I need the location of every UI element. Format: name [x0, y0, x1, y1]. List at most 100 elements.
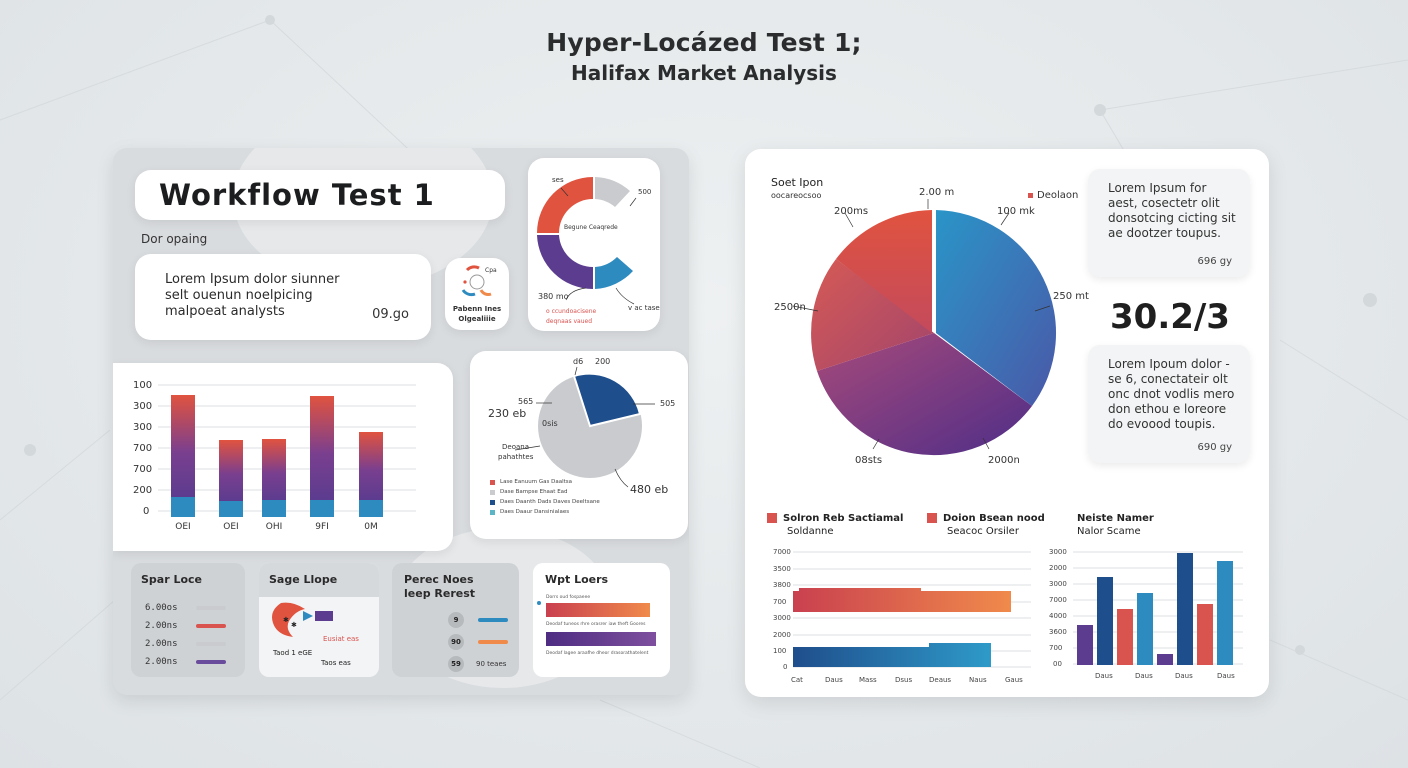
- workflow-panel: Workflow Test 1 Dor opaing Lorem Ipsum d…: [113, 148, 689, 695]
- svg-text:700: 700: [133, 464, 152, 475]
- card-title: Spar Loce: [141, 573, 203, 586]
- pie-subtitle: oocareocsoo: [771, 191, 822, 200]
- legend-swatch: [927, 513, 937, 523]
- donut-label: 380 mo: [538, 292, 569, 301]
- svg-text:3800: 3800: [773, 581, 791, 589]
- legend-swatch: [196, 660, 226, 664]
- svg-text:7000: 7000: [1049, 596, 1067, 604]
- donut-chart: [537, 177, 637, 305]
- svg-text:0: 0: [783, 663, 787, 671]
- pie-label: d6: [573, 357, 584, 366]
- svg-text:2000: 2000: [1049, 564, 1067, 572]
- wpt-loers-card[interactable]: Wpt Loers Dorrs oud fospaeee Deodaf tune…: [533, 563, 670, 677]
- bar-caption: Deodaf lagee araafhe dheor drasorathatel…: [546, 651, 649, 656]
- pie-label-large: 480 eb: [630, 483, 669, 496]
- svg-text:Dsus: Dsus: [895, 676, 912, 684]
- svg-text:0M: 0M: [364, 522, 378, 532]
- workflow-title-card: Workflow Test 1: [135, 170, 505, 220]
- svg-text:✱: ✱: [291, 621, 297, 629]
- svg-text:Daus: Daus: [825, 676, 843, 684]
- mini-card-caption-1: Pabenn Ines: [452, 305, 502, 313]
- svg-text:2000: 2000: [773, 631, 791, 639]
- bar-caption: Deodaf tuneos rhre orasrer iaw theft Goo…: [546, 622, 646, 627]
- info-card-value: 690 gy: [1197, 442, 1232, 453]
- svg-text:100: 100: [133, 380, 152, 391]
- section-subheading: Dor opaing: [141, 232, 208, 246]
- legend-swatch: [196, 642, 226, 646]
- svg-text:Deaus: Deaus: [929, 676, 951, 684]
- svg-text:3600: 3600: [1049, 628, 1067, 636]
- vertical-bar-chart: 3000 2000 3000 7000 4000 3600 700 00 Daus Daus…: [1049, 548, 1243, 680]
- legend-swatch: [490, 479, 495, 485]
- legend-row: 2.00ns: [131, 635, 245, 653]
- badge-row: 9: [448, 609, 508, 631]
- bar-caption: Dorrs oud fospaeee: [546, 595, 591, 600]
- donut-footnote: deqnaas vaued: [546, 318, 593, 325]
- svg-text:Cat: Cat: [791, 676, 803, 684]
- legend-swatch: [1028, 192, 1033, 198]
- info-card[interactable]: Lorem Ipsum for aest, cosectetr olit don…: [1088, 169, 1250, 277]
- legend-swatch: [767, 513, 777, 523]
- svg-text:00: 00: [1053, 660, 1062, 668]
- card-title: Wpt Loers: [545, 573, 609, 586]
- legend-swatch: [478, 618, 508, 622]
- pie-label: 565: [518, 397, 534, 406]
- info-card[interactable]: Lorem Ipoum dolor - se 6, conectateir ol…: [1088, 345, 1250, 463]
- summary-value: 09.go: [372, 307, 409, 322]
- pie-legend: Lase Eanuum Gas Daaltsa Dase Bampse Ehaa…: [490, 477, 600, 517]
- svg-text:OEI: OEI: [175, 522, 190, 532]
- info-card-text: Lorem Ipsum for aest, cosectetr olit don…: [1108, 181, 1236, 240]
- legend-swatch: [478, 640, 508, 644]
- vbar-title: Neiste Namer Nalor Scame: [1077, 513, 1154, 537]
- legend-item: Daes Daaur Dansinialaes: [490, 507, 600, 517]
- pie-label: 200: [595, 357, 611, 366]
- summary-text: Lorem Ipsum dolor siunner selt ouenun no…: [165, 272, 340, 319]
- svg-text:Gaus: Gaus: [1005, 676, 1023, 684]
- svg-text:Daus: Daus: [1175, 672, 1193, 680]
- svg-text:Daus: Daus: [1095, 672, 1113, 680]
- large-pie-chart: [792, 199, 1057, 456]
- svg-text:700: 700: [133, 443, 152, 454]
- spar-loce-card[interactable]: Spar Loce 6.00os 2.00ns 2.00ns 2.00ns: [131, 563, 245, 677]
- legend-item: Daes Daanth Dads Daves Deeltsane: [490, 497, 600, 507]
- shape-label: Taos eas: [321, 659, 351, 667]
- svg-text:700: 700: [1049, 644, 1062, 652]
- svg-text:0: 0: [143, 506, 149, 517]
- donut-center-label: Begune Ceaqrede: [564, 224, 618, 231]
- card-title: Perec Noes leep Rerest: [404, 573, 476, 600]
- pie-caption: pahathtes: [498, 453, 534, 461]
- pie-chart-card[interactable]: d6 200 505 565 230 eb 0sis Deoana pahath…: [470, 351, 688, 539]
- legend-row: 2.00ns: [131, 653, 245, 671]
- stacked-bar-chart-card[interactable]: 100 300 300 700 700 200 0 OEI OEI OHI 9FI 0M: [113, 363, 453, 551]
- legend-swatch: [196, 624, 226, 628]
- pie-label: 200ms: [834, 206, 869, 217]
- rings-icon: Cpa: [461, 265, 497, 297]
- shape-illustration-icon: ✱ ✱: [272, 602, 333, 637]
- donut-chart-card[interactable]: ses 500 Begune Ceaqrede 380 mo v ac tase…: [528, 158, 660, 331]
- svg-text:Cpa: Cpa: [485, 267, 497, 274]
- svg-text:✱: ✱: [283, 616, 289, 624]
- pie-label: 505: [660, 399, 676, 408]
- legend-swatch: [490, 489, 495, 495]
- perec-noes-card[interactable]: Perec Noes leep Rerest 9 90 59 90 teaes: [392, 563, 519, 677]
- organization-mini-card[interactable]: Cpa Pabenn Ines Olgealiiie: [445, 258, 509, 330]
- info-card-text: Lorem Ipoum dolor - se 6, conectateir ol…: [1108, 357, 1235, 431]
- svg-text:700: 700: [773, 598, 786, 606]
- svg-text:Daus: Daus: [1217, 672, 1235, 680]
- legend-swatch: [490, 499, 495, 505]
- pie-label: 2000n: [988, 455, 1020, 466]
- summary-card[interactable]: Lorem Ipsum dolor siunner selt ouenun no…: [135, 254, 431, 340]
- donut-label: v ac tase: [628, 304, 660, 312]
- number-badge: 9: [448, 612, 464, 628]
- svg-text:Mass: Mass: [859, 676, 877, 684]
- sage-llope-card[interactable]: Sage Llope ✱ ✱ Eusiat eas Taod 1 eGE Tao…: [259, 563, 379, 677]
- pie-caption: Deoana: [502, 443, 529, 451]
- legend-row: 6.00os: [131, 599, 245, 617]
- stacked-bar-chart: 100 300 300 700 700 200 0 OEI OEI OHI 9FI 0M: [133, 380, 416, 532]
- badge-list: 9 90 59 90 teaes: [448, 609, 508, 675]
- pie-label: 2.00 m: [919, 187, 955, 198]
- legend-swatch: [196, 606, 226, 610]
- svg-text:100: 100: [773, 647, 786, 655]
- card-header-band: [259, 563, 379, 597]
